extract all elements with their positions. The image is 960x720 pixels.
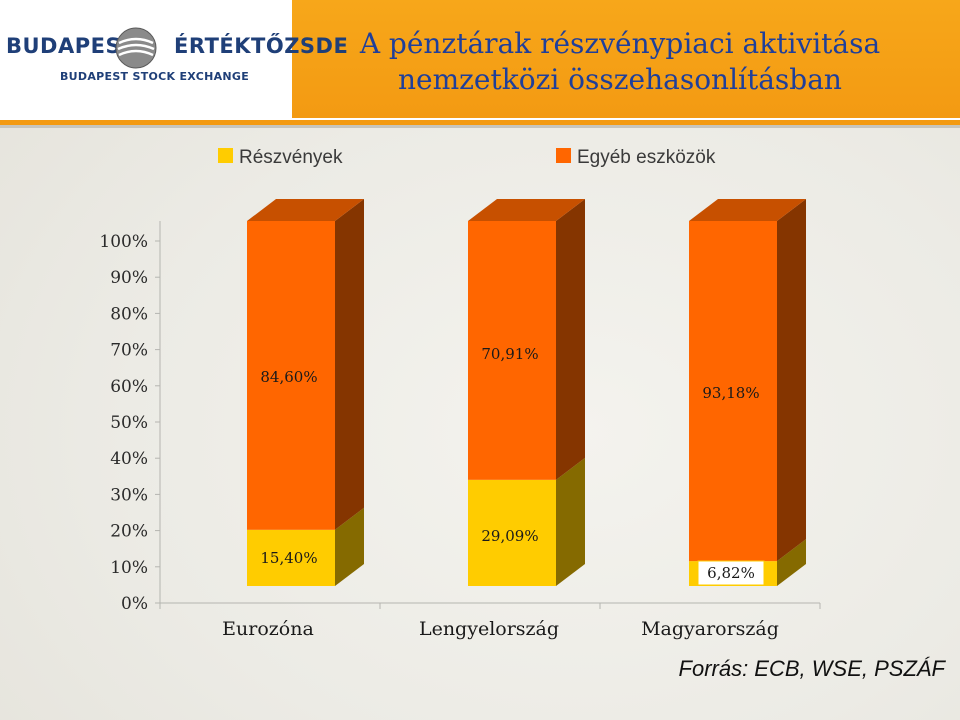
data-label-3-2: 93,18% — [702, 384, 759, 402]
y-tick-label-2: 20% — [110, 522, 148, 542]
data-label-2-1: 29,09% — [481, 527, 538, 545]
bar-1-series-1-front — [247, 529, 335, 586]
data-label-box-3-1 — [697, 560, 765, 586]
data-label-2-2: 70,91% — [481, 345, 538, 363]
source-note: Forrás: ECB, WSE, PSZÁF — [678, 656, 945, 681]
legend-swatch-2 — [556, 148, 571, 163]
logo-emblem-icon — [115, 27, 157, 69]
y-tick-label-7: 70% — [110, 341, 148, 361]
y-tick-label-1: 10% — [110, 558, 148, 578]
legend-swatch-1 — [218, 148, 233, 163]
y-tick-label-5: 50% — [110, 413, 148, 433]
header: BUDAPESTI ÉRTÉKTŐZSDE BUDAPEST STOCK EXC… — [0, 0, 960, 128]
y-tick-label-9: 90% — [110, 268, 148, 288]
legend-label-2: Egyéb eszközök — [577, 147, 716, 168]
bar-3-top — [689, 199, 806, 221]
bar-1-top — [247, 199, 364, 221]
bar-3-series-2-side — [777, 199, 806, 562]
logo-text-ertektozsde: ÉRTÉKTŐZSDE — [174, 34, 349, 58]
bar-2-series-1-side — [556, 457, 585, 586]
bar-1-series-2-side — [335, 199, 364, 530]
legend-label-1: Részvények — [239, 147, 343, 168]
data-label-1-2: 84,60% — [260, 368, 317, 386]
bar-2-series-1-front — [468, 479, 556, 586]
y-tick-label-6: 60% — [110, 377, 148, 397]
y-tick-label-8: 80% — [110, 304, 148, 324]
data-label-1-1: 15,40% — [260, 549, 317, 567]
header-shadow — [0, 125, 960, 128]
logo-subtitle: BUDAPEST STOCK EXCHANGE — [60, 70, 250, 83]
y-tick-label-3: 30% — [110, 485, 148, 505]
bar-1-series-1-side — [335, 507, 364, 586]
y-tick-label-0: 0% — [121, 594, 148, 614]
page-title: A pénztárak részvénypiaci aktivitása nem… — [300, 26, 940, 98]
y-tick-label-4: 40% — [110, 449, 148, 469]
data-label-3-1: 6,82% — [707, 564, 755, 582]
bar-1-series-2-front — [247, 221, 335, 530]
page-title-line-2: nemzetközi összehasonlításban — [398, 63, 842, 96]
category-label-3: Magyarország — [641, 618, 779, 640]
y-tick-label-10: 100% — [99, 232, 148, 252]
bar-2-series-2-side — [556, 199, 585, 480]
bar-3-series-1-side — [777, 539, 806, 586]
bar-2-top — [468, 199, 585, 221]
bar-2-series-2-front — [468, 221, 556, 480]
header-title-band — [292, 0, 960, 118]
category-label-1: Eurozóna — [222, 618, 314, 640]
bar-3-series-2-front — [689, 221, 777, 562]
page-title-line-1: A pénztárak részvénypiaci aktivitása — [359, 27, 881, 60]
header-rule — [0, 120, 960, 125]
category-label-2: Lengyelország — [419, 618, 559, 640]
